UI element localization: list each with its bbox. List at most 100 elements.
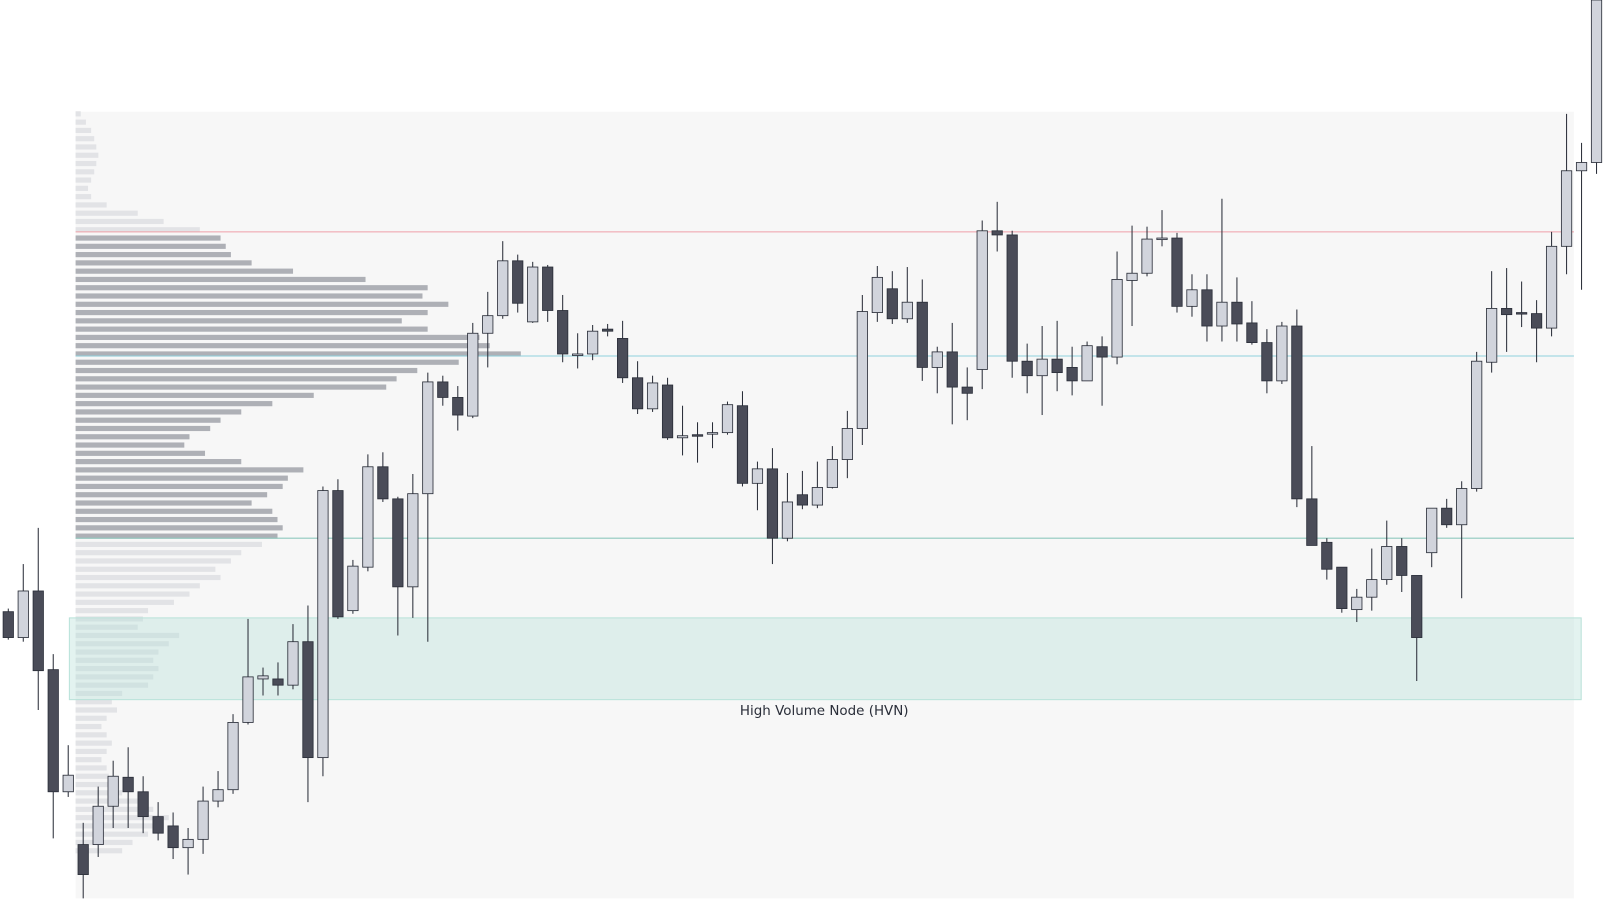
profile-bar	[75, 367, 418, 374]
profile-bar	[75, 674, 154, 680]
profile-bar	[75, 285, 428, 291]
profile-bar	[75, 591, 190, 597]
profile-bar	[75, 194, 92, 200]
profile-bar	[75, 732, 107, 738]
profile-bar	[75, 202, 107, 208]
profile-bar	[75, 235, 221, 241]
candle-body	[1186, 289, 1198, 307]
candle-body	[751, 468, 764, 484]
candle-body	[347, 565, 359, 612]
profile-bar	[75, 442, 185, 448]
candle-body	[92, 805, 104, 845]
candle-body	[617, 338, 629, 379]
profile-bar	[75, 160, 97, 167]
profile-bar	[75, 516, 278, 523]
candle-body	[886, 288, 898, 320]
candle-body	[1411, 575, 1423, 638]
candle-body	[407, 493, 419, 588]
candle-body	[1291, 325, 1303, 500]
candle-body	[961, 386, 973, 394]
candle-body	[811, 487, 823, 506]
candle-body	[422, 381, 434, 495]
zone-label: High Volume Node (HVN)	[740, 704, 909, 719]
candle-body	[766, 468, 779, 539]
profile-bar	[75, 450, 206, 456]
profile-bar	[75, 574, 221, 581]
profile-bar	[75, 740, 112, 746]
candle-body	[1575, 162, 1588, 172]
candle-body	[1261, 342, 1273, 382]
candle-body	[1381, 546, 1393, 581]
profile-bar	[75, 392, 314, 398]
profile-bar	[75, 558, 231, 564]
candle-body	[1351, 596, 1363, 611]
candle-body	[302, 641, 314, 759]
profile-bar	[75, 260, 252, 266]
candle-body	[242, 676, 254, 723]
candle-body	[781, 501, 794, 539]
profile-bar	[75, 334, 480, 340]
profile-bar	[75, 632, 180, 639]
candle-body	[1276, 325, 1288, 382]
profile-bar	[75, 765, 107, 771]
candle-body	[1321, 541, 1333, 570]
candle-body	[1486, 308, 1498, 363]
candle-body	[721, 404, 734, 434]
profile-bar	[75, 467, 304, 473]
profile-bar	[75, 434, 190, 440]
profile-bar	[75, 276, 366, 283]
candle-body	[946, 351, 958, 388]
profile-bar	[75, 599, 174, 605]
candle-body	[257, 675, 269, 680]
candle-body	[1545, 245, 1558, 329]
candle-body	[1111, 279, 1123, 358]
candle-body	[796, 494, 808, 506]
candle-body	[272, 678, 284, 686]
profile-bar	[75, 384, 387, 390]
profile-bar	[75, 152, 99, 158]
candle-body	[1006, 234, 1018, 362]
candles	[2, 0, 1603, 899]
profile-bar	[75, 351, 521, 357]
profile-bar	[75, 699, 112, 705]
candle-body	[1516, 312, 1528, 315]
profile-bar	[75, 649, 159, 655]
candle-body	[1171, 237, 1183, 307]
candle-body	[976, 230, 988, 370]
candle-body	[1216, 301, 1228, 327]
candle-body	[1456, 488, 1468, 526]
candle-body	[62, 774, 74, 793]
candle-body	[691, 434, 704, 437]
profile-bar	[75, 790, 123, 796]
candle-body	[1021, 360, 1033, 377]
candle-body	[706, 432, 719, 435]
profile-bar	[75, 243, 226, 249]
profile-bar	[75, 483, 283, 490]
candle-body	[1531, 313, 1543, 329]
profile-bar	[75, 806, 154, 812]
profile-bar	[75, 508, 273, 514]
candle-body	[1246, 322, 1258, 343]
candle-body	[17, 590, 29, 638]
candle-body	[122, 776, 134, 793]
profile-bar	[75, 616, 143, 622]
candle-body	[916, 301, 928, 368]
candle-body	[182, 838, 194, 849]
profile-bar	[75, 309, 428, 316]
candle-body	[1201, 289, 1213, 327]
candle-body	[991, 230, 1003, 236]
profile-bar	[75, 748, 107, 754]
profile-bar	[75, 169, 95, 175]
profile-bar	[75, 185, 89, 191]
candle-body	[392, 498, 404, 588]
candle-body	[587, 330, 599, 355]
candle-body	[1471, 360, 1483, 489]
candle-body	[676, 435, 689, 439]
candle-body	[871, 276, 883, 313]
profile-bar	[75, 293, 423, 299]
profile-bar	[75, 690, 123, 697]
candle-body	[1590, 0, 1603, 163]
profile-bar	[75, 459, 242, 465]
candle-body	[1126, 272, 1138, 281]
candle-body	[841, 428, 853, 460]
